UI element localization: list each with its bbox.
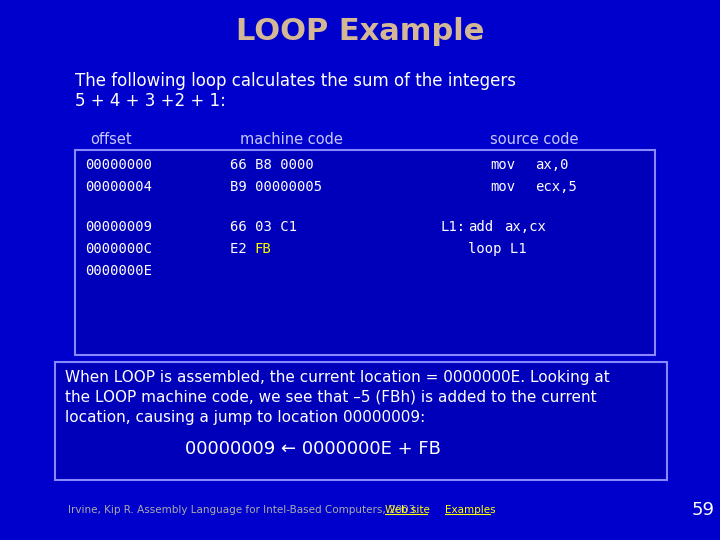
Text: mov: mov [490,180,515,194]
Text: 00000004: 00000004 [85,180,152,194]
Text: 00000009 ← 0000000E + FB: 00000009 ← 0000000E + FB [185,440,441,458]
Text: ax,0: ax,0 [535,158,569,172]
Text: When LOOP is assembled, the current location = 0000000E. Looking at: When LOOP is assembled, the current loca… [65,370,610,385]
Text: Examples: Examples [445,505,495,515]
FancyBboxPatch shape [55,362,667,480]
FancyBboxPatch shape [75,150,655,355]
Text: offset: offset [90,132,132,147]
Text: 00000000: 00000000 [85,158,152,172]
Text: L1:: L1: [440,220,465,234]
Text: 59: 59 [692,501,715,519]
Text: LOOP Example: LOOP Example [236,17,484,46]
Text: E2: E2 [230,242,255,256]
Text: 00000009: 00000009 [85,220,152,234]
Text: loop L1: loop L1 [468,242,526,256]
Text: add: add [468,220,493,234]
Text: 0000000C: 0000000C [85,242,152,256]
Text: ecx,5: ecx,5 [535,180,577,194]
Text: location, causing a jump to location 00000009:: location, causing a jump to location 000… [65,410,426,425]
Text: machine code: machine code [240,132,343,147]
Text: source code: source code [490,132,578,147]
Text: ax,cx: ax,cx [504,220,546,234]
Text: 66 B8 0000: 66 B8 0000 [230,158,314,172]
Text: the LOOP machine code, we see that –5 (FBh) is added to the current: the LOOP machine code, we see that –5 (F… [65,390,597,405]
Text: B9 00000005: B9 00000005 [230,180,322,194]
Text: Irvine, Kip R. Assembly Language for Intel-Based Computers, 2003.: Irvine, Kip R. Assembly Language for Int… [68,505,418,515]
Text: 5 + 4 + 3 +2 + 1:: 5 + 4 + 3 +2 + 1: [75,92,226,110]
Text: The following loop calculates the sum of the integers: The following loop calculates the sum of… [75,72,516,90]
Text: 0000000E: 0000000E [85,264,152,278]
Text: FB: FB [254,242,271,256]
Text: 66 03 C1: 66 03 C1 [230,220,297,234]
Text: mov: mov [490,158,515,172]
Text: Web site: Web site [385,505,430,515]
